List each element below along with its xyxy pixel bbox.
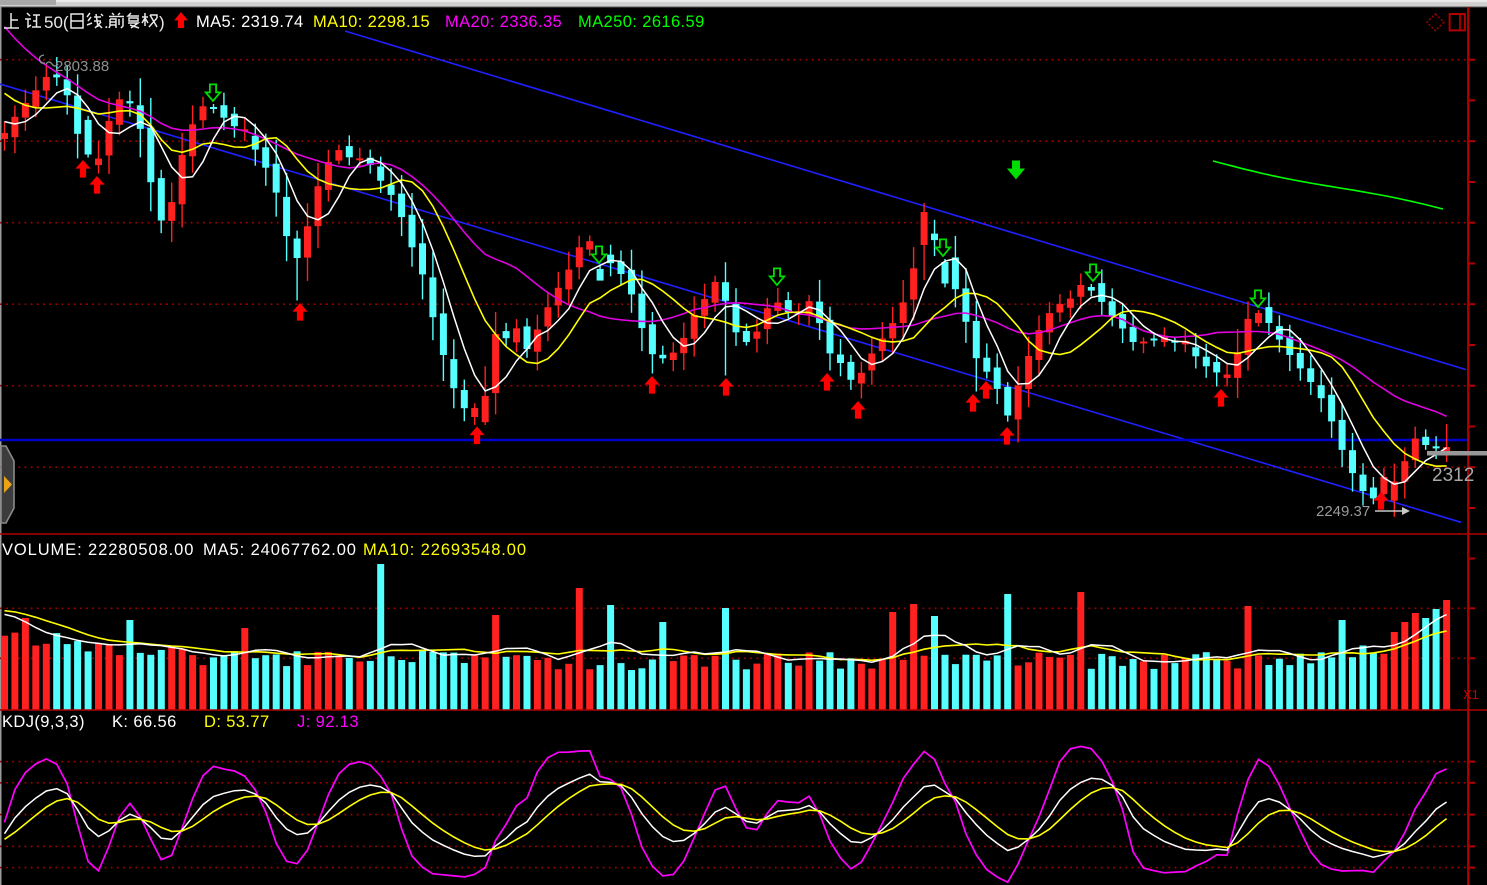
- svg-text:50(: 50(: [44, 13, 69, 32]
- svg-text:MA10: 2298.15: MA10: 2298.15: [313, 13, 430, 31]
- svg-text:.: .: [104, 13, 109, 32]
- svg-text:MA20: 2336.35: MA20: 2336.35: [445, 13, 562, 31]
- svg-text:MA250: 2616.59: MA250: 2616.59: [578, 13, 705, 31]
- svg-text:J: 92.13: J: 92.13: [297, 713, 359, 731]
- svg-text:): ): [159, 13, 165, 32]
- svg-text:K: 66.56: K: 66.56: [112, 713, 177, 731]
- svg-text:MA10: 22693548.00: MA10: 22693548.00: [363, 541, 527, 559]
- svg-text:2312: 2312: [1432, 465, 1474, 486]
- svg-text:VOLUME: 22280508.00: VOLUME: 22280508.00: [2, 541, 194, 559]
- svg-text:D: 53.77: D: 53.77: [204, 713, 270, 731]
- svg-text:2249.37: 2249.37: [1316, 503, 1370, 520]
- svg-text:MA5: 2319.74: MA5: 2319.74: [196, 13, 304, 31]
- svg-text:2803.88: 2803.88: [55, 58, 109, 75]
- svg-text:KDJ(9,3,3): KDJ(9,3,3): [2, 713, 85, 731]
- svg-text:MA5: 24067762.00: MA5: 24067762.00: [203, 541, 357, 559]
- svg-text:X1: X1: [1463, 687, 1479, 702]
